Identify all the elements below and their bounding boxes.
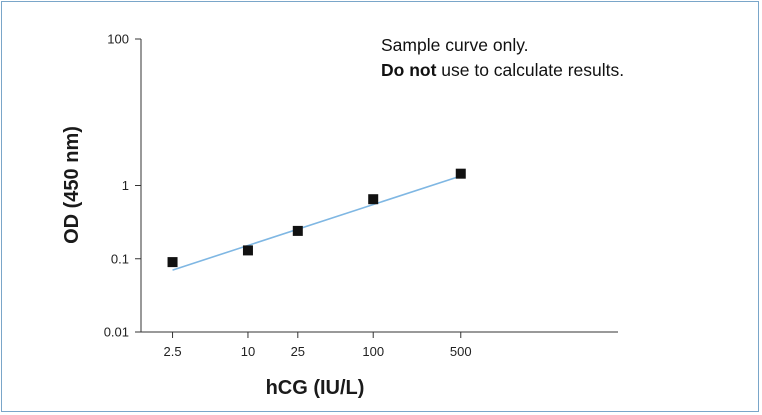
annotation-line-2: Do not use to calculate results. <box>381 60 624 80</box>
data-point <box>455 168 466 179</box>
x-tick-label: 500 <box>450 344 472 359</box>
y-tick-label: 1 <box>122 178 129 193</box>
y-ticks: 0.01 0.1 1 100 <box>104 32 141 340</box>
x-tick-label: 25 <box>291 344 305 359</box>
data-point <box>292 225 303 236</box>
data-points <box>167 168 466 268</box>
y-tick-label: 0.1 <box>111 251 129 266</box>
annotation-rest-text: use to calculate results. <box>436 60 624 80</box>
data-point <box>242 245 253 256</box>
data-point <box>167 257 178 268</box>
x-tick-label: 10 <box>241 344 255 359</box>
x-tick-label: 2.5 <box>164 344 182 359</box>
fit-line-group <box>172 175 462 271</box>
x-ticks: 2.5 10 25 100 500 <box>164 332 472 359</box>
y-axis-title: OD (450 nm) <box>61 126 83 244</box>
y-tick-label: 0.01 <box>104 325 129 340</box>
annotation-line-1: Sample curve only. <box>381 35 529 55</box>
y-tick-label: 100 <box>107 32 129 47</box>
x-axis-title: hCG (IU/L) <box>266 377 365 399</box>
x-tick-label: 100 <box>362 344 384 359</box>
axes <box>140 39 618 333</box>
fit-line <box>172 175 462 271</box>
data-point <box>368 194 379 205</box>
annotation-bold-text: Do not <box>381 60 437 80</box>
